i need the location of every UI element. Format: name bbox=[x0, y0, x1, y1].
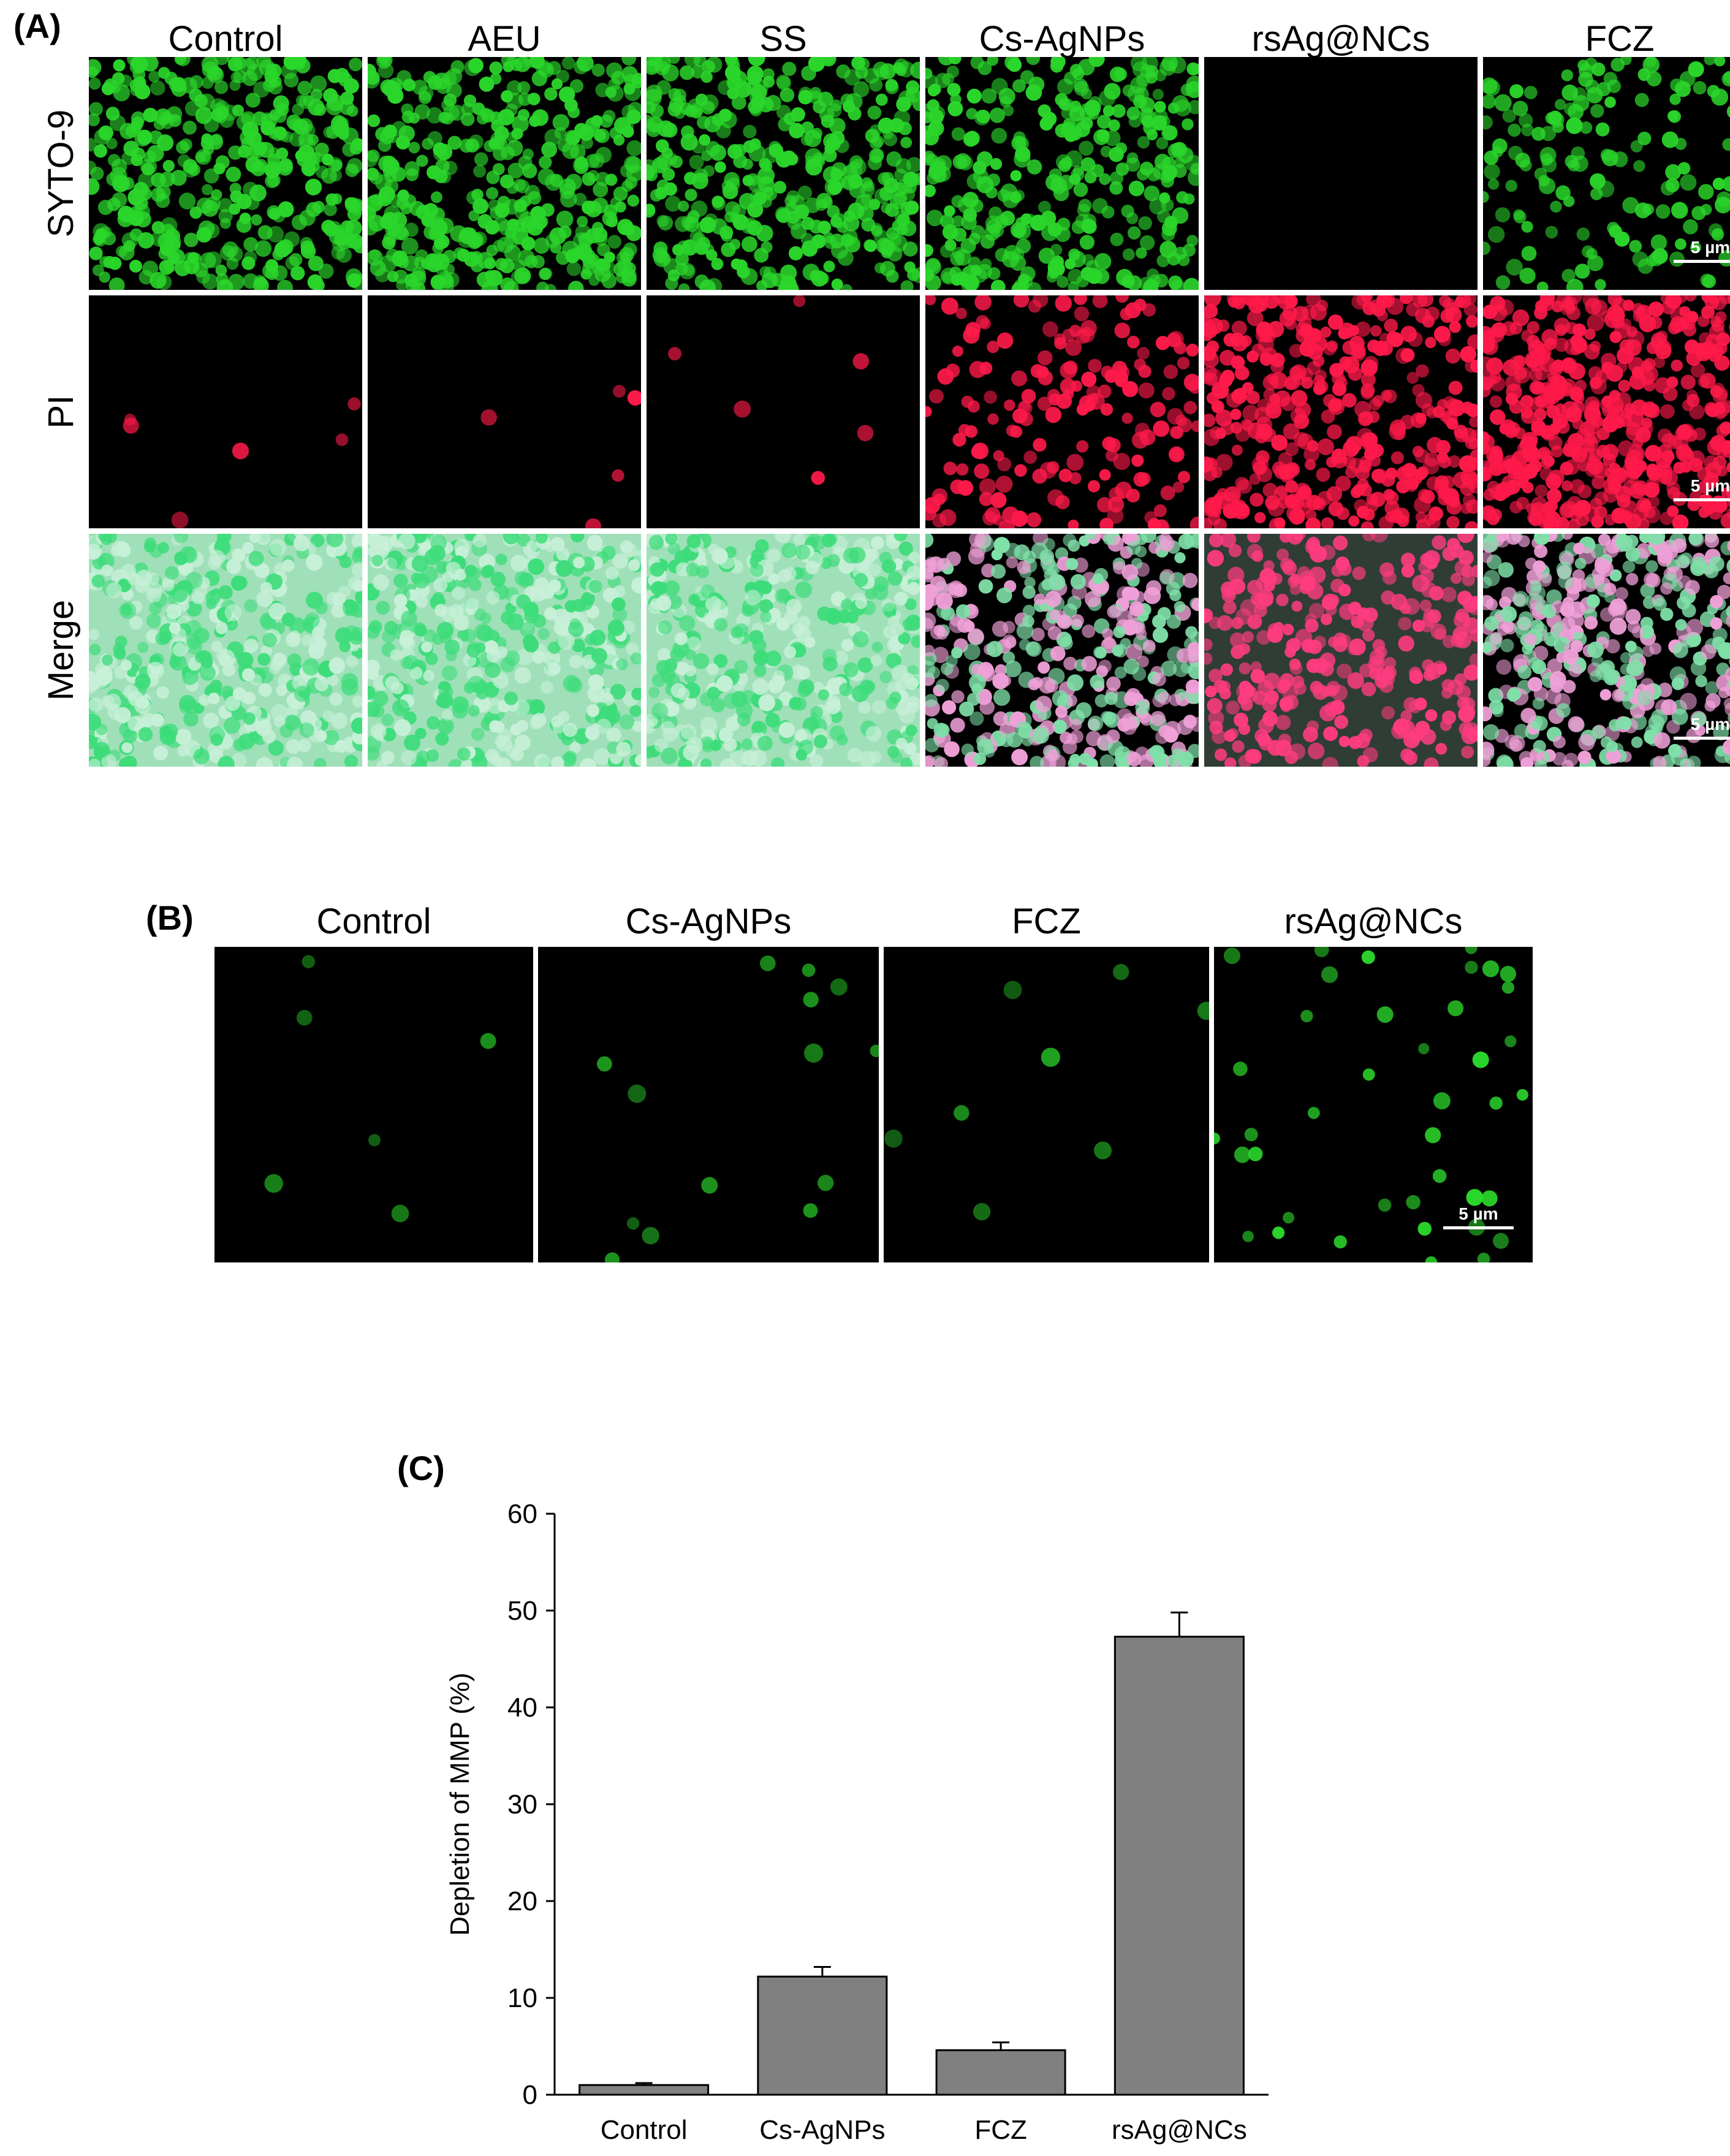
panel-b-micrograph bbox=[214, 947, 533, 1262]
panel-b-column-label: FCZ bbox=[1012, 901, 1081, 941]
panel-a-micrograph bbox=[1204, 534, 1478, 767]
panel-b-scale-bar: 5 µm bbox=[1443, 1204, 1514, 1229]
panel-a-micrograph bbox=[925, 534, 1199, 767]
panel-a-micrograph bbox=[647, 57, 920, 290]
x-tick-label: Cs-AgNPs bbox=[759, 2115, 885, 2145]
panel-c-label: (C) bbox=[397, 1449, 445, 1487]
panel-b-micrograph bbox=[538, 947, 879, 1262]
panel-a-micrograph bbox=[368, 57, 641, 290]
panel-a-scale-bar: 5 µm bbox=[1674, 238, 1730, 263]
panel-a-micrograph bbox=[1483, 534, 1730, 767]
panel-a-column-label: rsAg@NCs bbox=[1251, 19, 1430, 59]
panel-a-column-label: Cs-AgNPs bbox=[979, 19, 1145, 59]
panel-a-micrograph bbox=[368, 534, 641, 767]
panel-a-column-label: SS bbox=[759, 19, 807, 59]
x-tick-label: Control bbox=[601, 2115, 688, 2145]
panel-b-column-label: rsAg@NCs bbox=[1284, 901, 1463, 941]
panel-b-column-label: Control bbox=[316, 901, 431, 941]
y-tick-label: 30 bbox=[507, 1790, 537, 1820]
bar-cs-agnps bbox=[757, 1975, 888, 2096]
panel-a-micrograph bbox=[368, 295, 641, 528]
panel-a-micrograph bbox=[647, 534, 920, 767]
y-tick-label: 0 bbox=[523, 2080, 537, 2110]
panel-a-micrograph bbox=[925, 295, 1199, 528]
panel-a-column-label: Control bbox=[168, 19, 283, 59]
x-tick-label: rsAg@NCs bbox=[1112, 2115, 1247, 2145]
y-tick-label: 40 bbox=[507, 1693, 537, 1723]
bar-control bbox=[579, 2084, 710, 2096]
panel-b-column-label: Cs-AgNPs bbox=[625, 901, 792, 941]
bar-fcz bbox=[935, 2049, 1066, 2096]
bar-rsag-ncs bbox=[1113, 1636, 1245, 2096]
panel-a-micrograph bbox=[925, 57, 1199, 290]
panel-b-micrograph bbox=[884, 947, 1209, 1262]
panel-a-micrograph bbox=[1204, 295, 1478, 528]
y-axis-title: Depletion of MMP (%) bbox=[445, 1672, 475, 1936]
panel-b-micrograph bbox=[1214, 947, 1533, 1262]
panel-a-column-label: FCZ bbox=[1585, 19, 1655, 59]
panel-a-label: (A) bbox=[13, 7, 61, 45]
panel-a-micrograph bbox=[89, 295, 362, 528]
panel-a-scale-bar: 5 µm bbox=[1674, 715, 1730, 740]
panel-a-micrograph bbox=[647, 295, 920, 528]
x-tick-label: FCZ bbox=[974, 2115, 1027, 2145]
y-tick-label: 50 bbox=[507, 1596, 537, 1626]
panel-a-micrograph bbox=[89, 534, 362, 767]
y-tick-label: 20 bbox=[507, 1886, 537, 1916]
panel-a-column-label: AEU bbox=[468, 19, 541, 59]
panel-a-scale-bar: 5 µm bbox=[1674, 476, 1730, 501]
panel-a-micrograph bbox=[89, 57, 362, 290]
panel-a-micrograph bbox=[1483, 57, 1730, 290]
panel-a-micrograph bbox=[1204, 57, 1478, 290]
y-tick-label: 60 bbox=[507, 1499, 537, 1529]
panel-b-label: (B) bbox=[146, 898, 194, 937]
y-tick-label: 10 bbox=[507, 1983, 537, 2013]
